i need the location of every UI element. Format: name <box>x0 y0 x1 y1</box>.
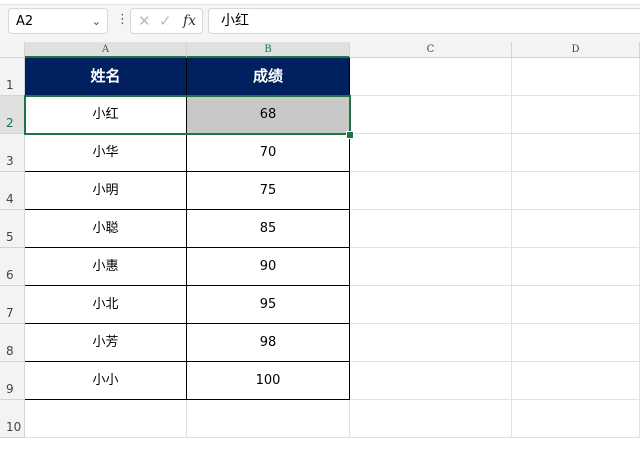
cell-c7[interactable] <box>350 286 512 324</box>
cell-d10[interactable] <box>512 400 640 438</box>
cell-b3[interactable]: 70 <box>187 134 350 172</box>
cell-d7[interactable] <box>512 286 640 324</box>
cell-b8[interactable]: 98 <box>187 324 350 362</box>
cell-c8[interactable] <box>350 324 512 362</box>
cell-b4[interactable]: 75 <box>187 172 350 210</box>
cell-a10[interactable] <box>25 400 187 438</box>
cell-d9[interactable] <box>512 362 640 400</box>
ribbon-edge <box>0 0 640 5</box>
select-all-corner[interactable] <box>0 42 25 58</box>
name-box-value: A2 <box>16 14 34 29</box>
formula-buttons: ✕ ✓ fx <box>130 8 203 34</box>
cell-d1[interactable] <box>512 58 640 96</box>
cell-a9[interactable]: 小小 <box>25 362 187 400</box>
row-header-6[interactable]: 6 <box>0 248 25 286</box>
cell-c9[interactable] <box>350 362 512 400</box>
enter-icon[interactable]: ✓ <box>159 12 172 30</box>
cell-a8[interactable]: 小芳 <box>25 324 187 362</box>
column-header-d[interactable]: D <box>512 42 640 58</box>
cell-a7[interactable]: 小北 <box>25 286 187 324</box>
cancel-icon[interactable]: ✕ <box>138 12 151 30</box>
cell-d5[interactable] <box>512 210 640 248</box>
name-box[interactable]: A2 ⌄ <box>8 8 108 34</box>
cell-c5[interactable] <box>350 210 512 248</box>
cell-a2[interactable]: 小红 <box>25 96 187 134</box>
cell-b1[interactable]: 成绩 <box>187 58 350 96</box>
cell-c1[interactable] <box>350 58 512 96</box>
cell-b7[interactable]: 95 <box>187 286 350 324</box>
cell-d2[interactable] <box>512 96 640 134</box>
cell-c3[interactable] <box>350 134 512 172</box>
more-options-icon[interactable]: ⋮ <box>116 12 129 27</box>
cell-d4[interactable] <box>512 172 640 210</box>
column-header-c[interactable]: C <box>350 42 512 58</box>
row-header-7[interactable]: 7 <box>0 286 25 324</box>
cell-d6[interactable] <box>512 248 640 286</box>
cell-d8[interactable] <box>512 324 640 362</box>
cell-c10[interactable] <box>350 400 512 438</box>
cell-a4[interactable]: 小明 <box>25 172 187 210</box>
cell-b6[interactable]: 90 <box>187 248 350 286</box>
fill-handle[interactable] <box>346 131 354 139</box>
cell-c4[interactable] <box>350 172 512 210</box>
column-header-a[interactable]: A <box>25 42 187 58</box>
row-header-9[interactable]: 9 <box>0 362 25 400</box>
chevron-down-icon[interactable]: ⌄ <box>91 15 101 28</box>
row-header-8[interactable]: 8 <box>0 324 25 362</box>
formula-toolbar: A2 ⌄ ⋮ ✕ ✓ fx 小红 <box>0 0 640 42</box>
cell-a5[interactable]: 小聪 <box>25 210 187 248</box>
cell-a3[interactable]: 小华 <box>25 134 187 172</box>
insert-function-icon[interactable]: fx <box>183 13 197 29</box>
row-header-10[interactable]: 10 <box>0 400 25 438</box>
cell-b10[interactable] <box>187 400 350 438</box>
row-header-2[interactable]: 2 <box>0 96 25 134</box>
cell-b5[interactable]: 85 <box>187 210 350 248</box>
cell-c6[interactable] <box>350 248 512 286</box>
row-header-4[interactable]: 4 <box>0 172 25 210</box>
row-header-1[interactable]: 1 <box>0 58 25 96</box>
cell-b2[interactable]: 68 <box>187 96 350 134</box>
formula-input[interactable]: 小红 <box>208 8 640 34</box>
row-header-3[interactable]: 3 <box>0 134 25 172</box>
cell-b9[interactable]: 100 <box>187 362 350 400</box>
cell-d3[interactable] <box>512 134 640 172</box>
cell-c2[interactable] <box>350 96 512 134</box>
row-header-5[interactable]: 5 <box>0 210 25 248</box>
cell-a1[interactable]: 姓名 <box>25 58 187 96</box>
cell-a6[interactable]: 小惠 <box>25 248 187 286</box>
column-header-b[interactable]: B <box>187 42 350 58</box>
